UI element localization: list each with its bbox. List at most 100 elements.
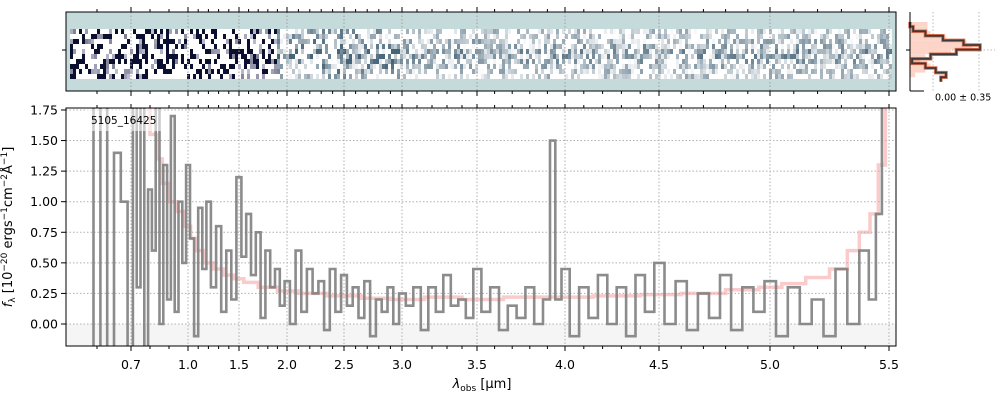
spectrum-2d-pixel xyxy=(457,34,460,39)
spectrum-2d-pixel xyxy=(661,44,664,49)
spectrum-2d-pixel xyxy=(859,44,862,49)
spectrum-2d-pixel xyxy=(781,59,784,64)
spectrum-2d-pixel xyxy=(166,64,169,69)
spectrum-2d-pixel xyxy=(133,29,136,34)
spectrum-2d-pixel xyxy=(628,64,631,69)
spectrum-2d-pixel xyxy=(481,74,484,79)
spectrum-2d-pixel xyxy=(289,44,292,49)
spectrum-2d-pixel xyxy=(193,29,196,34)
spectrum-2d-pixel xyxy=(817,59,820,64)
spectrum-2d-pixel xyxy=(568,49,571,54)
spectrum-2d-pixel xyxy=(373,59,376,64)
spectrum-2d-pixel xyxy=(574,29,577,34)
spectrum-2d-pixel xyxy=(88,54,91,59)
spectrum-2d-pixel xyxy=(439,39,442,44)
spectrum-2d-pixel xyxy=(826,74,829,79)
spectrum-2d-pixel xyxy=(250,54,253,59)
spectrum-2d-pixel xyxy=(643,64,646,69)
spectrum-2d-pixel xyxy=(250,34,253,39)
spectrum-2d-pixel xyxy=(247,54,250,59)
spectrum-2d-pixel xyxy=(754,44,757,49)
spectrum-2d-pixel xyxy=(220,74,223,79)
spectrum-2d-pixel xyxy=(712,54,715,59)
spectrum-2d-pixel xyxy=(520,54,523,59)
spectrum-2d-pixel xyxy=(397,64,400,69)
spectrum-2d-pixel xyxy=(349,44,352,49)
spectrum-2d-pixel xyxy=(493,54,496,59)
spectrum-2d-pixel xyxy=(274,59,277,64)
spectrum-2d-pixel xyxy=(610,54,613,59)
spectrum-2d-pixel xyxy=(295,64,298,69)
spectrum-2d-pixel xyxy=(214,29,217,34)
spectrum-2d-pixel xyxy=(592,49,595,54)
spectrum-2d-pixel xyxy=(718,59,721,64)
spectrum-2d-pixel xyxy=(343,54,346,59)
spectrum-2d-pixel xyxy=(550,39,553,44)
spectrum-2d-pixel xyxy=(481,69,484,74)
spectrum-2d-pixel xyxy=(697,34,700,39)
spectrum-2d-pixel xyxy=(91,29,94,34)
spectrum-2d-pixel xyxy=(280,39,283,44)
spectrum-2d-pixel xyxy=(313,54,316,59)
spectrum-2d-pixel xyxy=(361,29,364,34)
y-tick-label: 1.25 xyxy=(30,164,58,179)
spectrum-2d-pixel xyxy=(73,64,76,69)
spectrum-2d-pixel xyxy=(610,49,613,54)
spectrum-2d-pixel xyxy=(394,34,397,39)
spectrum-2d-pixel xyxy=(715,39,718,44)
spectrum-2d-pixel xyxy=(154,74,157,79)
spectrum-2d-pixel xyxy=(565,59,568,64)
spectrum-2d-pixel xyxy=(157,49,160,54)
spectrum-2d-pixel xyxy=(517,54,520,59)
spectrum-2d-pixel xyxy=(223,54,226,59)
spectrum-2d-pixel xyxy=(331,44,334,49)
spectrum-2d-pixel xyxy=(175,74,178,79)
spectrum-2d-pixel xyxy=(274,34,277,39)
spectrum-2d-pixel xyxy=(196,54,199,59)
spectrum-2d-pixel xyxy=(871,54,874,59)
spectrum-2d-pixel xyxy=(73,69,76,74)
spectrum-2d-pixel xyxy=(358,34,361,39)
spectrum-2d-pixel xyxy=(154,64,157,69)
spectrum-2d-pixel xyxy=(760,69,763,74)
spectrum-2d-pixel xyxy=(424,69,427,74)
spectrum-2d-pixel xyxy=(358,64,361,69)
spectrum-2d-pixel xyxy=(307,49,310,54)
spectrum-2d-pixel xyxy=(703,74,706,79)
spectrum-2d-pixel xyxy=(490,74,493,79)
spectrum-2d-pixel xyxy=(277,29,280,34)
spectrum-2d-pixel xyxy=(250,44,253,49)
spectrum-2d-pixel xyxy=(220,59,223,64)
spectrum-2d-pixel xyxy=(847,64,850,69)
spectrum-2d-pixel xyxy=(538,44,541,49)
spectrum-2d-pixel xyxy=(706,59,709,64)
spectrum-2d-pixel xyxy=(460,44,463,49)
x-axis-label-unit: [μm] xyxy=(476,377,511,392)
spectrum-2d-pixel xyxy=(880,34,883,39)
spectrum-2d-pixel xyxy=(475,29,478,34)
spectrum-2d-pixel xyxy=(727,74,730,79)
spectrum-2d-pixel xyxy=(490,69,493,74)
spectrum-2d-pixel xyxy=(643,59,646,64)
spectrum-2d-pixel xyxy=(337,44,340,49)
spectrum-2d-pixel xyxy=(427,64,430,69)
spectrum-2d-pixel xyxy=(307,29,310,34)
y-tick-label: 0.00 xyxy=(30,317,58,332)
spectrum-2d-pixel xyxy=(715,34,718,39)
spectrum-2d-pixel xyxy=(235,59,238,64)
spectrum-2d-pixel xyxy=(865,59,868,64)
spectrum-2d-pixel xyxy=(721,34,724,39)
spectrum-2d-pixel xyxy=(415,29,418,34)
spectrum-2d-pixel xyxy=(877,39,880,44)
spectrum-2d-pixel xyxy=(646,34,649,39)
spectrum-2d-pixel xyxy=(559,29,562,34)
spectrum-2d-pixel xyxy=(805,74,808,79)
spectrum-2d-pixel xyxy=(538,69,541,74)
spectrum-2d-pixel xyxy=(361,59,364,64)
spectrum-2d-pixel xyxy=(841,64,844,69)
spectrum-2d-pixel xyxy=(226,39,229,44)
spectrum-2d-pixel xyxy=(409,29,412,34)
spectrum-2d-pixel xyxy=(451,34,454,39)
spectrum-2d-pixel xyxy=(178,39,181,44)
spectrum-2d-pixel xyxy=(352,34,355,39)
